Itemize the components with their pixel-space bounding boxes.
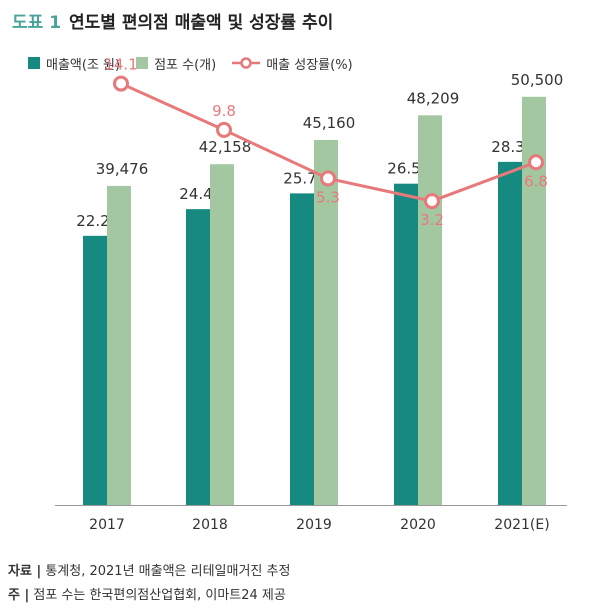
legend-label-growth: 매출 성장률(%) — [266, 57, 353, 73]
label-sales-2019: 25.7 — [283, 169, 316, 187]
bar-sales-2018 — [186, 209, 210, 505]
label-sales-2018: 24.4 — [179, 185, 212, 203]
bar-sales-2021(E) — [498, 161, 522, 506]
notes: 자료 | 통계청, 2021년 매출액은 리테일매거진 추정 주 | 점포 수는… — [8, 560, 290, 608]
label-stores-2018: 42,158 — [199, 138, 252, 156]
label-growth-2020: 3.2 — [420, 211, 444, 229]
bar-stores-2018 — [210, 164, 234, 505]
tick-label-2021(E): 2021(E) — [494, 517, 549, 533]
label-stores-2017: 39,476 — [96, 160, 149, 178]
label-sales-2020: 26.5 — [387, 160, 420, 178]
label-growth-2021(E): 6.8 — [524, 172, 548, 190]
bar-stores-2019 — [314, 139, 338, 505]
label-growth-2018: 9.8 — [212, 102, 236, 120]
label-stores-2021(E): 50,500 — [511, 71, 564, 89]
point-growth-2017 — [113, 75, 129, 92]
legend-swatch-growth — [232, 57, 261, 69]
point-growth-2018 — [216, 121, 232, 138]
legend-label-stores: 점포 수(개) — [154, 57, 217, 73]
legend-item-stores: 점포 수(개) — [136, 54, 216, 73]
title-text: 연도별 편의점 매출액 및 성장률 추이 — [69, 13, 334, 33]
point-growth-2021(E) — [528, 154, 544, 171]
label-growth-2017: 14.1 — [104, 56, 137, 74]
tick-label-2019: 2019 — [296, 517, 332, 533]
point-growth-2019 — [320, 170, 336, 187]
bar-sales-2017 — [83, 235, 107, 505]
legend: 매출액(조 원) 점포 수(개) 매출 성장률(%) — [28, 52, 369, 74]
point-growth-2020 — [424, 193, 440, 210]
bar-sales-2019 — [290, 193, 314, 505]
chart-plot: 22.2 39,476 2017 24.4 42,158 2018 25.7 45,160 20… — [55, 56, 567, 533]
tick-label-2017: 2017 — [89, 517, 125, 533]
legend-item-growth: 매출 성장률(%) — [232, 54, 353, 73]
label-sales-2017: 22.2 — [76, 212, 109, 230]
legend-swatch-stores — [136, 57, 149, 69]
footnote: 주 | 점포 수는 한국편의점산업협회, 이마트24 제공 — [8, 588, 286, 603]
bar-stores-2017 — [107, 185, 131, 505]
bar-sales-2020 — [394, 183, 418, 505]
source-note: 자료 | 통계청, 2021년 매출액은 리테일매거진 추정 — [8, 564, 291, 579]
label-sales-2021(E): 28.3 — [491, 138, 524, 156]
legend-item-sales: 매출액(조 원) — [28, 54, 120, 73]
legend-label-sales: 매출액(조 원) — [46, 57, 121, 73]
legend-swatch-sales — [28, 57, 40, 69]
label-growth-2019: 5.3 — [316, 188, 340, 206]
label-stores-2019: 45,160 — [303, 114, 356, 132]
label-stores-2020: 48,209 — [407, 89, 460, 107]
tick-label-2018: 2018 — [192, 517, 228, 533]
chart-title: 도표 1 연도별 편의점 매출액 및 성장률 추이 — [12, 8, 333, 33]
figure-label: 도표 1 — [12, 13, 62, 33]
bar-stores-2020 — [418, 115, 442, 506]
tick-label-2020: 2020 — [400, 517, 436, 533]
